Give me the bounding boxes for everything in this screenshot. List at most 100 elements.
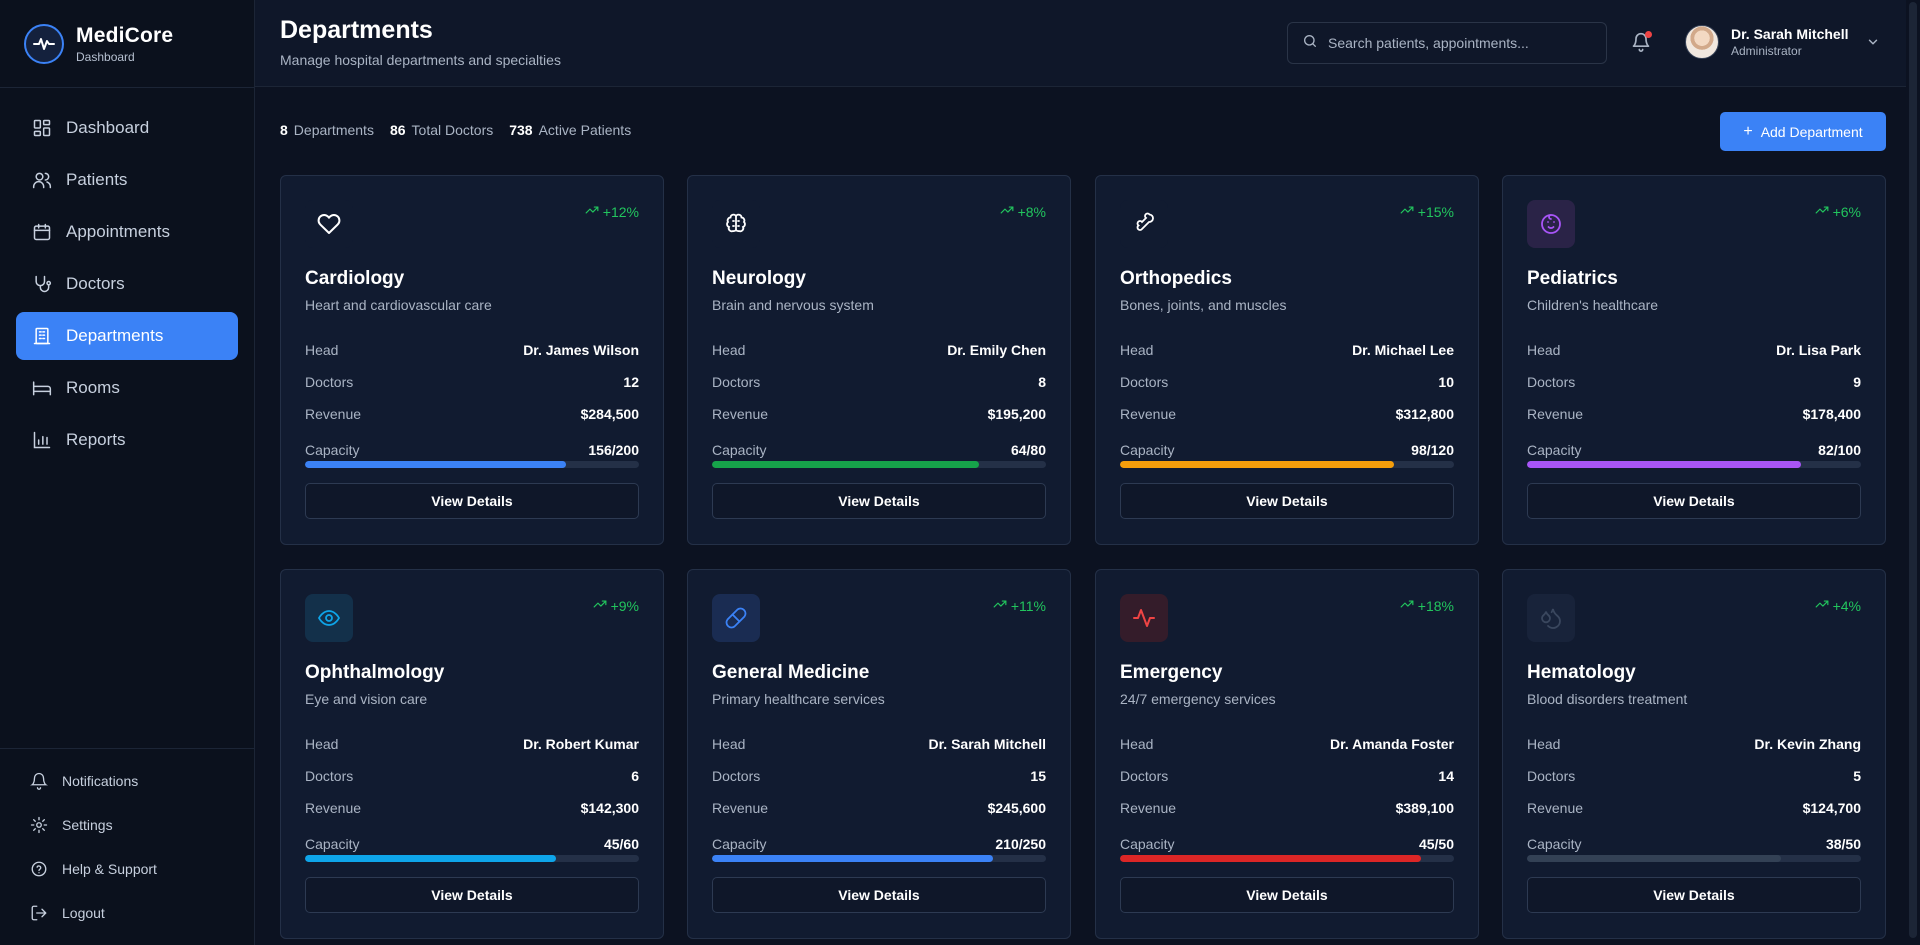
stat-value: 738 (509, 122, 533, 138)
search-input[interactable] (1328, 35, 1598, 51)
department-card-neurology: +8% Neurology Brain and nervous system Head… (687, 175, 1071, 545)
capacity-bar-fill (1120, 855, 1421, 862)
eye-icon (305, 594, 353, 642)
trend-up-icon (1815, 203, 1833, 220)
department-description: Heart and cardiovascular care (305, 297, 492, 313)
trend-up-icon (1400, 203, 1418, 220)
add-department-label: Add Department (1760, 123, 1863, 140)
capacity-bar (1527, 461, 1861, 468)
search-box[interactable] (1287, 22, 1607, 64)
department-card-orthopedics: +15% Orthopedics Bones, joints, and muscle… (1095, 175, 1479, 545)
capacity-label: Capacity (1527, 836, 1582, 852)
row-revenue: Revenue $245,600 (712, 800, 1046, 816)
capacity-value: 45/50 (1418, 836, 1454, 852)
trend-value: +15% (1417, 203, 1454, 220)
view-details-button[interactable]: View Details (712, 483, 1046, 519)
user-menu[interactable]: Dr. Sarah Mitchell Administrator (1685, 25, 1880, 59)
capacity-bar-fill (1527, 461, 1801, 468)
row-capacity: Capacity 156/200 (305, 442, 639, 458)
trend-badge: +4% (1815, 597, 1861, 614)
doctors-value: 10 (1438, 374, 1454, 390)
user-role: Administrator (1731, 44, 1802, 58)
head-label: Head (1120, 736, 1154, 752)
doctors-value: 5 (1853, 768, 1861, 784)
sidebar-item-reports[interactable]: Reports (16, 416, 238, 464)
sidebar-item-label: Appointments (66, 222, 170, 241)
row-doctors: Doctors 15 (712, 768, 1046, 784)
capacity-label: Capacity (712, 836, 767, 852)
row-doctors: Doctors 8 (712, 374, 1046, 390)
sidebar-item-notifications[interactable]: Notifications (16, 759, 238, 803)
sidebar-item-logout[interactable]: Logout (16, 891, 238, 935)
head-value: Dr. Robert Kumar (523, 736, 639, 752)
revenue-label: Revenue (1527, 406, 1584, 422)
view-details-button[interactable]: View Details (1527, 483, 1861, 519)
capacity-value: 64/80 (1010, 442, 1046, 458)
department-name: Pediatrics (1527, 268, 1618, 289)
pill-icon (712, 594, 760, 642)
trend-value: +8% (1017, 203, 1046, 220)
doctors-label: Doctors (712, 768, 761, 784)
capacity-bar (305, 461, 639, 468)
brain-icon (712, 200, 760, 248)
sidebar-item-patients[interactable]: Patients (16, 156, 238, 204)
capacity-bar-fill (1120, 461, 1394, 468)
scrollbar[interactable] (1906, 0, 1920, 945)
revenue-value: $178,400 (1802, 406, 1861, 422)
department-description: Children's healthcare (1527, 297, 1659, 313)
sidebar-item-settings[interactable]: Settings (16, 803, 238, 847)
revenue-label: Revenue (1120, 800, 1177, 816)
row-capacity: Capacity 210/250 (712, 836, 1046, 852)
brand[interactable]: MediCore Dashboard (0, 0, 254, 88)
revenue-label: Revenue (712, 406, 769, 422)
sidebar-item-appointments[interactable]: Appointments (16, 208, 238, 256)
calendar-icon (32, 222, 52, 242)
revenue-value: $312,800 (1395, 406, 1454, 422)
sidebar-item-doctors[interactable]: Doctors (16, 260, 238, 308)
trend-value: +12% (602, 203, 639, 220)
trend-up-icon (585, 203, 603, 220)
stethoscope-icon (32, 274, 52, 294)
scrollbar-thumb[interactable] (1909, 2, 1917, 938)
chevron-down-icon (1866, 35, 1880, 49)
row-revenue: Revenue $284,500 (305, 406, 639, 422)
trend-badge: +9% (593, 597, 639, 614)
notifications-button[interactable] (1631, 31, 1653, 54)
head-label: Head (1527, 736, 1561, 752)
row-head: Head Dr. James Wilson (305, 342, 639, 358)
users-icon (32, 170, 52, 190)
sidebar-item-departments[interactable]: Departments (16, 312, 238, 360)
sidebar-bottom: Notifications Settings Help & Support Logou… (0, 748, 254, 945)
department-name: Neurology (712, 268, 806, 289)
activity-icon (1120, 594, 1168, 642)
stat-label: Active Patients (538, 122, 632, 138)
department-card-pediatrics: +6% Pediatrics Children's healthcare Head Dr… (1502, 175, 1886, 545)
stat-active-patients: 738 Active Patients (509, 122, 631, 138)
view-details-button[interactable]: View Details (1120, 877, 1454, 913)
doctors-value: 8 (1038, 374, 1046, 390)
capacity-bar-fill (712, 855, 993, 862)
brand-name: MediCore (76, 23, 174, 47)
sidebar-item-help-support[interactable]: Help & Support (16, 847, 238, 891)
sidebar-item-dashboard[interactable]: Dashboard (16, 104, 238, 152)
head-value: Dr. Sarah Mitchell (928, 736, 1046, 752)
capacity-bar (1120, 855, 1454, 862)
revenue-value: $284,500 (580, 406, 639, 422)
head-label: Head (305, 736, 339, 752)
department-description: Primary healthcare services (712, 691, 885, 707)
view-details-button[interactable]: View Details (305, 483, 639, 519)
revenue-value: $389,100 (1395, 800, 1454, 816)
view-details-button[interactable]: View Details (1120, 483, 1454, 519)
view-details-button[interactable]: View Details (712, 877, 1046, 913)
sidebar-item-rooms[interactable]: Rooms (16, 364, 238, 412)
row-capacity: Capacity 45/60 (305, 836, 639, 852)
revenue-label: Revenue (305, 406, 362, 422)
sidebar-item-label: Reports (66, 430, 126, 449)
revenue-value: $142,300 (580, 800, 639, 816)
department-card-hematology: +4% Hematology Blood disorders treatment He… (1502, 569, 1886, 939)
view-details-button[interactable]: View Details (305, 877, 639, 913)
add-department-button[interactable]: + Add Department (1720, 112, 1886, 151)
bar-chart-icon (32, 430, 52, 450)
view-details-button[interactable]: View Details (1527, 877, 1861, 913)
capacity-value: 45/60 (603, 836, 639, 852)
